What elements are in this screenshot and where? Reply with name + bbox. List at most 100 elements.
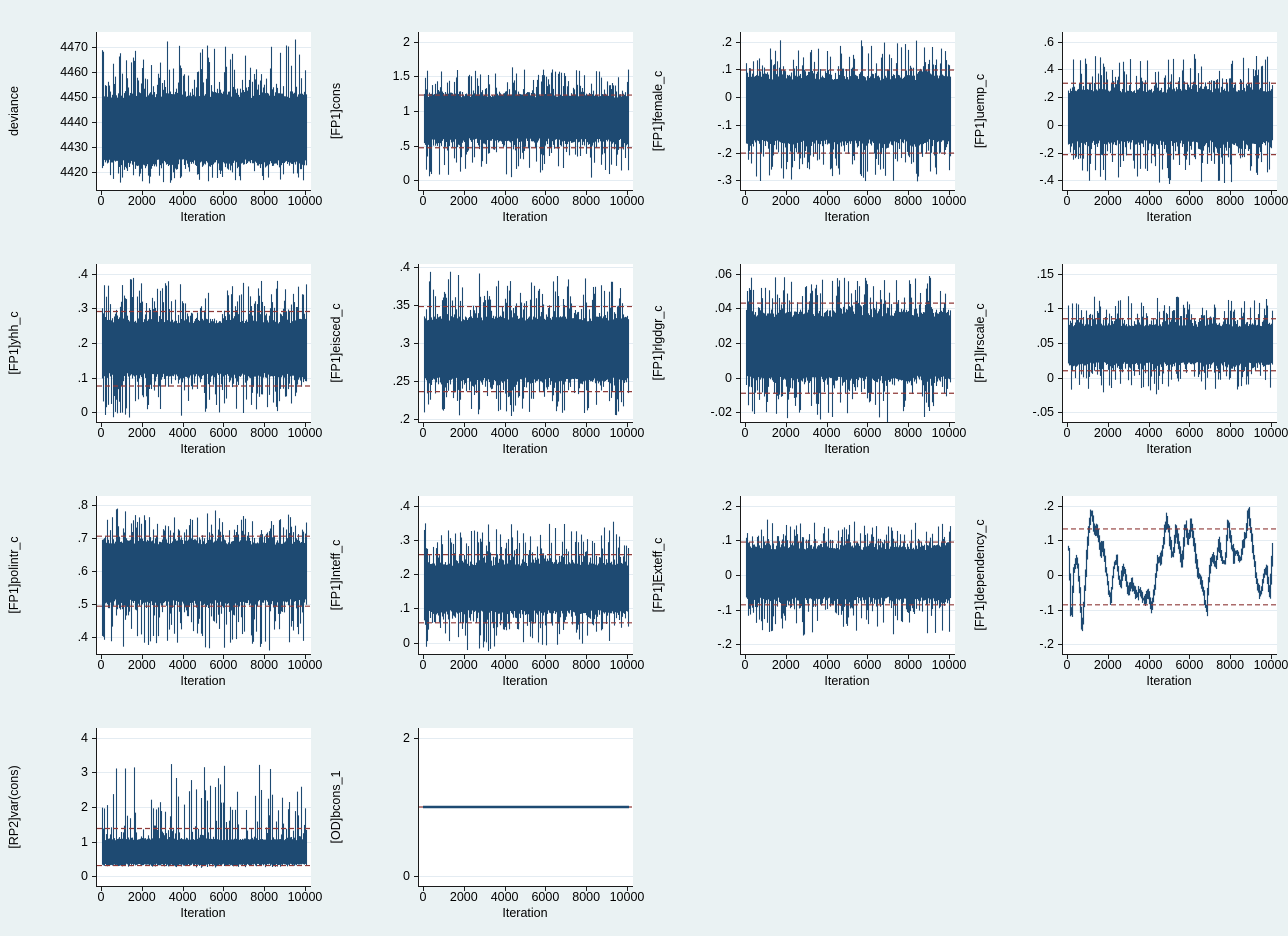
y-tick-mark [736,97,740,99]
y-tick-label: .4 [77,266,88,281]
x-tick-label: 2000 [449,194,478,208]
y-tick-label: 4430 [60,140,88,155]
x-axis-title: Iteration [502,442,548,456]
x-tick-label: 2000 [771,194,800,208]
x-tick-mark [223,655,225,659]
x-tick-mark [1271,655,1272,659]
x-tick-label: 10000 [931,426,967,440]
y-tick-mark [1058,644,1062,646]
x-tick-label: 6000 [1175,426,1204,440]
y-tick-label: -.02 [710,405,732,420]
x-tick-mark [101,423,102,427]
x-tick-mark [785,655,787,659]
y-tick-label: .6 [1043,34,1054,49]
x-tick-label: 0 [741,194,749,208]
y-tick-mark [736,505,740,507]
y-tick-mark [92,571,96,573]
plot-area [96,264,311,423]
y-tick-mark [1058,124,1062,126]
x-tick-label: 10000 [287,426,323,440]
x-tick-mark [826,423,828,427]
trace-canvas [741,32,955,190]
y-tick-label: 2 [403,730,410,745]
x-tick-mark [1189,423,1191,427]
x-tick-mark [101,191,102,195]
x-tick-label: 6000 [531,658,560,672]
x-tick-mark [545,887,547,891]
y-tick-label: .4 [77,630,88,645]
x-axis-title: Iteration [502,674,548,688]
y-tick-mark [414,111,418,112]
x-tick-label: 2000 [771,426,800,440]
x-tick-mark [223,887,225,891]
x-tick-label: 6000 [531,890,560,904]
x-tick-label: 2000 [127,658,156,672]
x-tick-mark [182,191,184,195]
x-tick-label: 8000 [250,890,279,904]
x-tick-mark [1107,655,1109,659]
x-tick-mark [423,423,424,427]
x-tick-label: 0 [741,658,749,672]
x-tick-mark [182,423,184,427]
x-tick-label: 4000 [812,194,841,208]
y-tick-label: 0 [1047,117,1054,132]
x-tick-mark [504,887,506,891]
x-axis-title: Iteration [824,210,870,224]
trace-plot-fp1-rlgdgr-c: [FP1]rlgdgr_c Iteration -.02 0.02.04.06 0 2… [644,236,966,468]
x-tick-label: 8000 [894,658,923,672]
x-tick-label: 8000 [1216,426,1245,440]
trace-plot-fp1-yhh-c: [FP1]yhh_c Iteration 0.1.2.3.4 0 2000 4000 6… [0,236,322,468]
x-tick-label: 0 [1063,426,1071,440]
y-tick-label: .4 [1043,62,1054,77]
x-tick-mark [908,191,910,195]
y-tick-mark [414,418,418,420]
trace-plot-fp1-inteff-c: [FP1]Inteff_c Iteration 0.1.2.3.4 0 2000 40… [322,468,644,700]
x-tick-mark [223,423,225,427]
x-tick-label: 2000 [449,426,478,440]
x-tick-mark [423,887,424,891]
y-tick-mark [736,609,740,611]
x-tick-label: 6000 [209,194,238,208]
x-tick-mark [949,655,950,659]
x-tick-label: 2000 [1093,426,1122,440]
x-axis-title: Iteration [824,674,870,688]
y-tick-label: .2 [399,567,410,582]
x-tick-mark [627,191,628,195]
x-tick-label: 2000 [127,890,156,904]
y-tick-mark [92,172,96,174]
trace-canvas [1063,32,1277,190]
x-tick-label: 0 [1063,658,1071,672]
y-tick-label: .6 [77,564,88,579]
y-tick-label: .2 [1043,90,1054,105]
x-tick-mark [785,423,787,427]
y-tick-label: .2 [721,498,732,513]
y-tick-mark [414,574,418,576]
y-tick-mark [414,41,418,43]
plot-area [418,728,633,887]
y-tick-mark [1058,343,1062,344]
y-tick-label: .35 [392,298,410,313]
x-tick-mark [745,191,746,195]
x-tick-mark [1067,423,1068,427]
x-tick-label: 8000 [572,194,601,208]
y-tick-label: -.2 [717,145,732,160]
y-tick-mark [736,152,740,154]
trace-canvas [97,264,311,422]
plot-area [96,496,311,655]
y-tick-mark [92,604,96,606]
y-tick-label: .1 [1043,533,1054,548]
x-tick-label: 2000 [127,426,156,440]
y-tick-label: 0 [725,568,732,582]
x-tick-label: 4000 [1134,194,1163,208]
x-tick-label: 2000 [771,658,800,672]
y-tick-label: .02 [714,336,732,350]
trace-plot-fp1-uemp-c: [FP1]uemp_c Iteration -.4 -.2 0 .2 .4 .6 0 2000… [966,4,1288,236]
y-tick-label: 0 [403,635,410,650]
x-tick-mark [1107,423,1109,427]
x-tick-mark [182,887,184,891]
y-tick-mark [92,841,96,843]
trace-canvas [97,496,311,654]
x-tick-label: 2000 [449,890,478,904]
x-tick-label: 0 [97,658,105,672]
